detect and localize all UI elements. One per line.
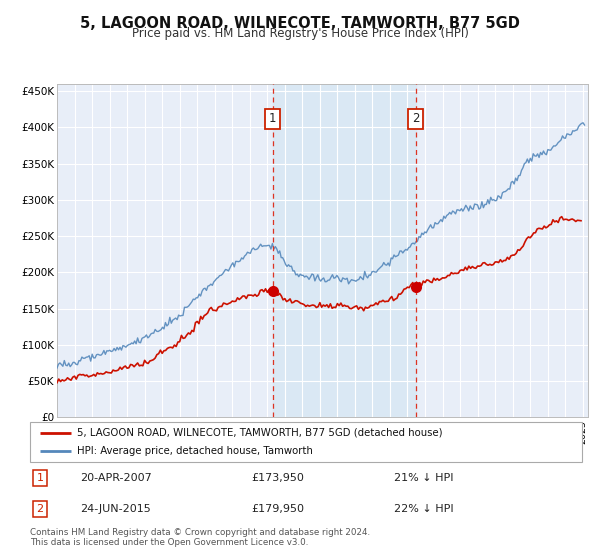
Text: 2: 2 <box>37 504 43 514</box>
FancyBboxPatch shape <box>30 422 582 462</box>
Text: 1: 1 <box>37 473 43 483</box>
Text: 5, LAGOON ROAD, WILNECOTE, TAMWORTH, B77 5GD: 5, LAGOON ROAD, WILNECOTE, TAMWORTH, B77… <box>80 16 520 31</box>
Text: 2: 2 <box>412 113 419 125</box>
Text: 22% ↓ HPI: 22% ↓ HPI <box>394 504 454 514</box>
Text: 1: 1 <box>269 113 277 125</box>
Text: HPI: Average price, detached house, Tamworth: HPI: Average price, detached house, Tamw… <box>77 446 313 456</box>
Text: Contains HM Land Registry data © Crown copyright and database right 2024.
This d: Contains HM Land Registry data © Crown c… <box>30 528 370 547</box>
Bar <box>272 84 416 417</box>
Text: 24-JUN-2015: 24-JUN-2015 <box>80 504 151 514</box>
Text: Price paid vs. HM Land Registry's House Price Index (HPI): Price paid vs. HM Land Registry's House … <box>131 27 469 40</box>
Text: 21% ↓ HPI: 21% ↓ HPI <box>394 473 454 483</box>
Text: 5, LAGOON ROAD, WILNECOTE, TAMWORTH, B77 5GD (detached house): 5, LAGOON ROAD, WILNECOTE, TAMWORTH, B77… <box>77 428 443 437</box>
Text: £173,950: £173,950 <box>251 473 304 483</box>
Text: 20-APR-2007: 20-APR-2007 <box>80 473 151 483</box>
Text: £179,950: £179,950 <box>251 504 304 514</box>
